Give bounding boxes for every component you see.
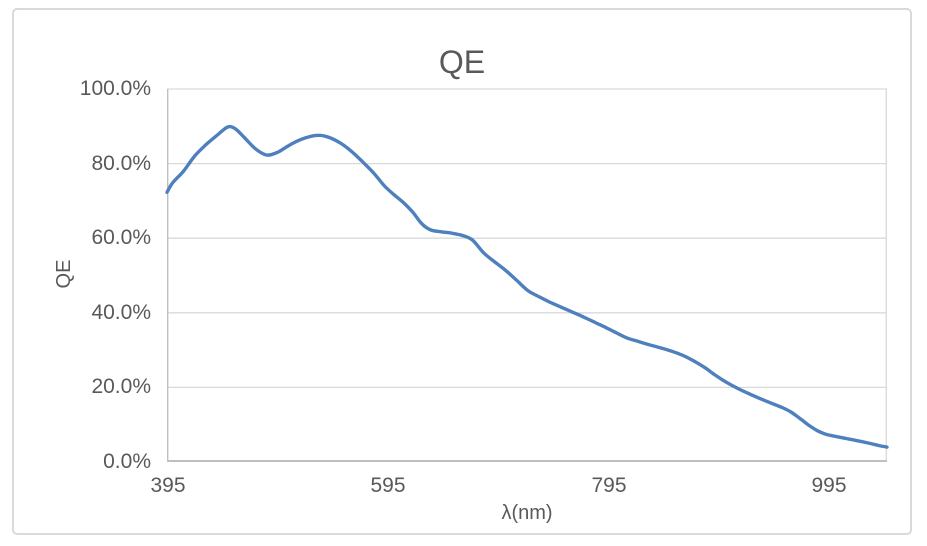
gridlines [167,88,887,462]
y-axis-ticks: 100.0% 80.0% 60.0% 40.0% 20.0% 0.0% [14,10,151,546]
x-tick-label: 595 [370,474,406,497]
chart-card: QE QE 100.0% 80.0% 60.0% 40.0% 20.0% 0.0… [12,8,912,535]
chart-title: QE [438,44,486,80]
qe-series-line [165,124,889,449]
y-tick-label: 60.0% [91,226,151,249]
x-tick-label: 995 [811,474,847,497]
x-axis-title: λ(nm) [501,502,553,524]
y-tick-label: 0.0% [103,450,151,473]
y-tick-label: 100.0% [79,77,151,100]
plot-area [165,88,889,462]
y-tick-label: 80.0% [91,152,151,175]
axis-lines [166,89,887,462]
y-tick-label: 40.0% [91,301,151,324]
x-tick-label: 795 [591,474,627,497]
y-tick-label: 20.0% [91,375,151,398]
x-tick-label: 395 [150,474,186,497]
